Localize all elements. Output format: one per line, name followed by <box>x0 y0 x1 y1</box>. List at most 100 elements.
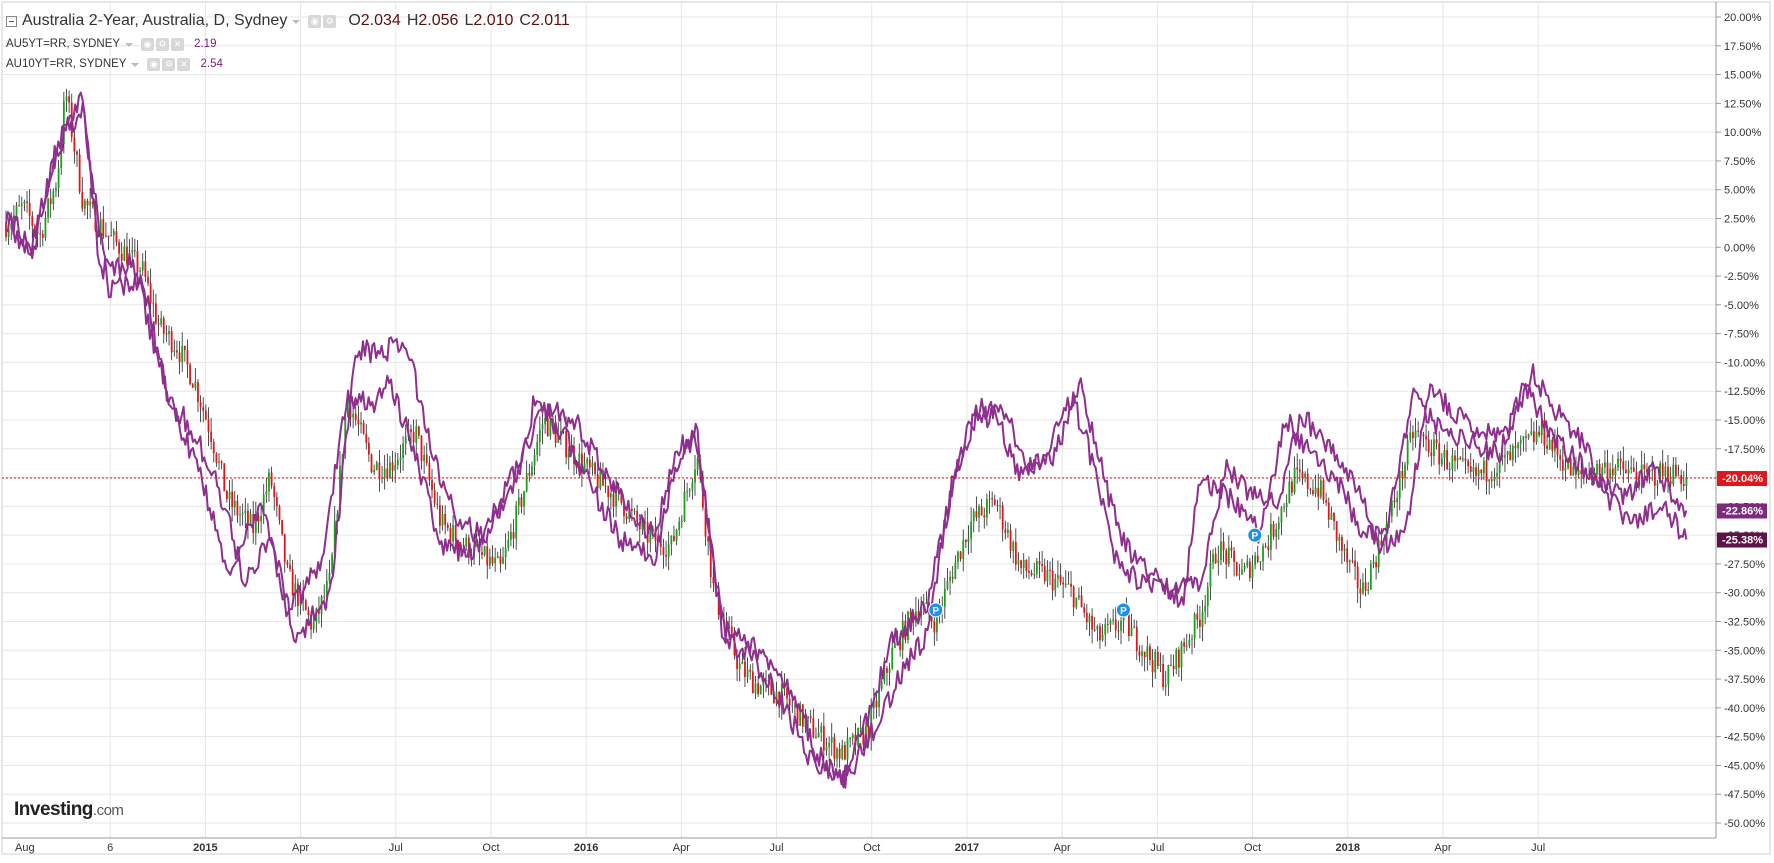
candle-body <box>12 215 15 224</box>
candle-body <box>1477 469 1480 476</box>
candle-body <box>1519 439 1522 444</box>
candle-body <box>709 541 712 578</box>
compare-au10y-name[interactable]: AU10YT=RR, SYDNEY <box>6 58 127 70</box>
candle-body <box>520 497 523 507</box>
candle-body <box>331 554 333 573</box>
candle-body <box>517 497 520 506</box>
compare-au5y-name[interactable]: AU5YT=RR, SYDNEY <box>6 38 121 50</box>
candle-body <box>1196 613 1199 620</box>
candle-body <box>796 704 799 726</box>
candle-body <box>152 302 155 304</box>
candle-body <box>759 685 762 695</box>
candle-body <box>875 700 878 708</box>
candle-body <box>1154 651 1157 673</box>
candle-body <box>1338 536 1341 541</box>
candle-body <box>964 539 967 542</box>
candle-body <box>396 459 399 466</box>
candle-body <box>41 234 44 238</box>
candle-body <box>1375 561 1377 568</box>
chevron-down-icon[interactable] <box>131 63 140 67</box>
candle-body <box>26 201 28 203</box>
legend-compare-au5y[interactable]: AU5YT=RR, SYDNEY ◉ ⚙ ✕ 2.19 <box>6 34 570 54</box>
event-markers[interactable]: P P P <box>928 527 1263 618</box>
candle-body <box>841 745 844 759</box>
gear-icon[interactable]: ⚙ <box>162 57 176 71</box>
y-tick-label: -40.00% <box>1724 703 1765 715</box>
candle-body <box>28 202 31 217</box>
candle-body <box>170 330 173 353</box>
main-series-title[interactable]: Australia 2-Year, Australia, D, Sydney <box>22 12 288 29</box>
candle-body <box>736 655 738 670</box>
candle-body <box>402 443 404 458</box>
eye-icon[interactable]: ◉ <box>141 37 155 51</box>
candle-body <box>1235 561 1238 576</box>
candle-body <box>691 482 694 490</box>
candle-body <box>636 510 639 523</box>
candle-body <box>1080 595 1083 608</box>
candle-body <box>1427 439 1430 453</box>
y-tick-label: 12.50% <box>1724 98 1762 110</box>
candle-body <box>83 200 86 209</box>
event-marker[interactable] <box>1115 602 1131 618</box>
candle-body <box>1667 466 1669 481</box>
candle-body <box>1548 439 1551 449</box>
candle-body <box>1530 431 1533 435</box>
candle-body <box>141 261 144 271</box>
candle-body <box>378 462 381 479</box>
candle-body <box>670 536 673 545</box>
candle-body <box>633 510 636 512</box>
candle-body <box>1246 561 1249 566</box>
x-tick-label: Oct <box>863 842 880 854</box>
candle-body <box>1625 469 1627 474</box>
candle-body <box>1209 563 1212 587</box>
candle-body <box>1319 480 1322 497</box>
candle-body <box>1056 575 1059 579</box>
gear-icon[interactable]: ⚙ <box>323 14 337 28</box>
candle-body <box>1614 467 1617 476</box>
event-marker-label: P <box>1251 531 1258 542</box>
y-tick-label: 15.00% <box>1724 70 1762 82</box>
legend-compare-au10y[interactable]: AU10YT=RR, SYDNEY ◉ ⚙ ✕ 2.54 <box>6 54 570 74</box>
chevron-down-icon[interactable] <box>292 20 301 24</box>
candle-body <box>788 698 791 706</box>
candle-body <box>1088 615 1091 623</box>
candle-body <box>47 198 49 218</box>
event-marker[interactable] <box>928 602 944 618</box>
ohlc-low-label: L <box>464 12 474 29</box>
x-axis: Aug 6 2015 Apr Jul Oct 2016 Apr Jul Oct 2017 Apr Jul… <box>15 842 1545 854</box>
candle-body <box>1177 649 1180 668</box>
candle-body <box>44 217 47 238</box>
candle-body <box>999 505 1001 507</box>
candle-body <box>549 419 552 437</box>
candle-body <box>1199 619 1201 627</box>
candle-body <box>1296 467 1299 470</box>
candle-body <box>1014 541 1017 565</box>
candle-body <box>373 469 376 473</box>
candle-body <box>662 547 665 555</box>
candle-body <box>878 688 880 708</box>
candle-body <box>157 323 160 325</box>
close-icon[interactable]: ✕ <box>177 57 191 71</box>
candle-body <box>1301 471 1304 478</box>
collapse-legend-icon[interactable] <box>6 15 17 27</box>
candle-body <box>1304 473 1306 478</box>
candle-body <box>1314 487 1317 495</box>
legend-main-series[interactable]: Australia 2-Year, Australia, D, Sydney ◉… <box>6 8 570 34</box>
candle-body <box>1275 529 1278 537</box>
candle-body <box>457 540 460 548</box>
close-icon[interactable]: ✕ <box>171 37 185 51</box>
chevron-down-icon[interactable] <box>125 43 134 47</box>
event-marker[interactable] <box>1247 527 1263 543</box>
eye-icon[interactable]: ◉ <box>147 57 161 71</box>
candle-body <box>1025 559 1028 571</box>
candle-body <box>55 187 57 191</box>
candle-body <box>510 532 512 540</box>
gear-icon[interactable]: ⚙ <box>156 37 170 51</box>
eye-icon[interactable]: ◉ <box>308 14 322 28</box>
candle-body <box>599 470 602 489</box>
candle-body <box>1619 458 1622 462</box>
candle-body <box>265 491 268 495</box>
candle-body <box>1280 507 1283 523</box>
